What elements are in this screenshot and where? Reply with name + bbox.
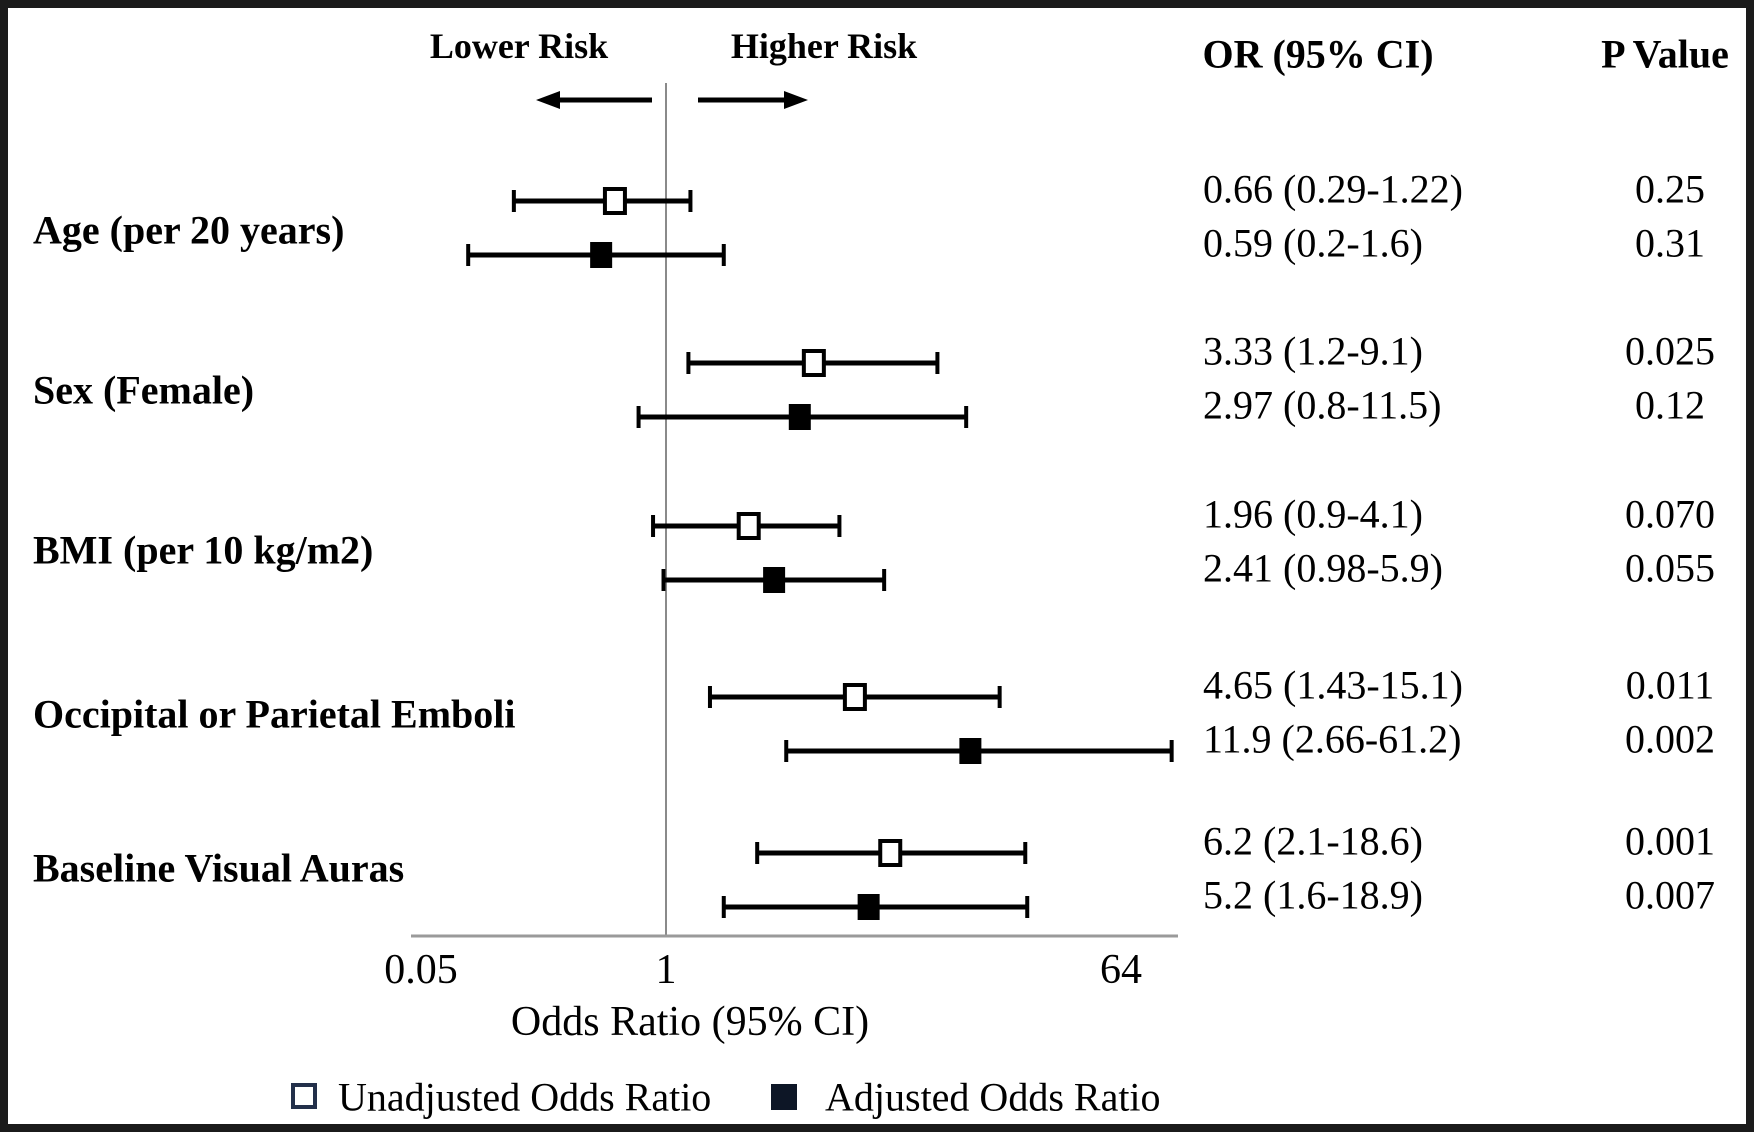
forest-row-unadjusted — [755, 839, 1028, 867]
adjusted-legend-label: Adjusted Odds Ratio — [825, 1074, 1161, 1120]
group-label-bmi: BMI (per 10 kg/m2) — [33, 527, 374, 573]
or-marker-open-square-icon — [736, 512, 761, 540]
forest-row-adjusted — [661, 567, 887, 593]
lower-risk-label: Lower Risk — [429, 26, 609, 66]
or-value: 2.97 (0.8-11.5) — [1203, 382, 1442, 428]
group-label-age: Age (per 20 years) — [33, 207, 345, 253]
or-value: 1.96 (0.9-4.1) — [1203, 491, 1423, 537]
forest-row-unadjusted — [511, 187, 693, 215]
p-value: 0.12 — [1635, 382, 1705, 428]
x-tick-1: 1 — [655, 947, 677, 993]
p-value: 0.002 — [1625, 716, 1715, 762]
forest-row-unadjusted — [651, 512, 842, 540]
p-value: 0.025 — [1625, 328, 1715, 374]
x-tick-64: 64 — [1100, 947, 1142, 993]
adjusted-legend-swatch-icon — [771, 1084, 797, 1110]
group-label-sex: Sex (Female) — [33, 367, 255, 413]
or-value: 0.66 (0.29-1.22) — [1203, 166, 1463, 212]
p-value: 0.055 — [1625, 545, 1715, 591]
or-marker-open-square-icon — [602, 187, 627, 215]
p-value: 0.001 — [1625, 818, 1715, 864]
or-value: 4.65 (1.43-15.1) — [1203, 662, 1463, 708]
or-value: 3.33 (1.2-9.1) — [1203, 328, 1423, 374]
p-value: 0.070 — [1625, 491, 1715, 537]
higher-risk-arrow-icon — [698, 91, 808, 109]
or-marker-filled-square-icon — [959, 738, 982, 764]
or-value: 2.41 (0.98-5.9) — [1203, 545, 1443, 591]
group-label-emboli: Occipital or Parietal Emboli — [33, 691, 516, 737]
or-marker-open-square-icon — [801, 349, 826, 377]
unadjusted-legend-label: Unadjusted Odds Ratio — [338, 1074, 712, 1120]
p-value-column-header: P Value — [1601, 31, 1729, 77]
p-value: 0.25 — [1635, 166, 1705, 212]
forest-row-adjusted — [784, 738, 1174, 764]
forest-plot-canvas — [411, 83, 1178, 938]
lower-risk-arrow-icon — [536, 91, 652, 109]
group-label-auras: Baseline Visual Auras — [33, 845, 405, 891]
or-column-header: OR (95% CI) — [1202, 31, 1434, 77]
forest-row-unadjusted — [707, 683, 1002, 711]
or-marker-open-square-icon — [842, 683, 867, 711]
or-marker-filled-square-icon — [763, 567, 786, 593]
forest-row-unadjusted — [686, 349, 940, 377]
unadjusted-legend-swatch-icon — [291, 1083, 317, 1109]
x-axis-title: Odds Ratio (95% CI) — [510, 999, 870, 1045]
or-marker-filled-square-icon — [857, 894, 880, 920]
higher-risk-label: Higher Risk — [730, 26, 918, 66]
forest-row-adjusted — [636, 404, 969, 430]
forest-row-adjusted — [721, 894, 1030, 920]
p-value: 0.011 — [1625, 662, 1715, 708]
p-value: 0.31 — [1635, 220, 1705, 266]
or-value: 6.2 (2.1-18.6) — [1203, 818, 1423, 864]
or-value: 0.59 (0.2-1.6) — [1203, 220, 1423, 266]
x-tick-0.05: 0.05 — [384, 947, 458, 993]
or-value: 11.9 (2.66-61.2) — [1203, 716, 1462, 762]
or-marker-open-square-icon — [878, 839, 903, 867]
p-value: 0.007 — [1625, 872, 1715, 918]
forest-row-adjusted — [466, 242, 726, 268]
or-value: 5.2 (1.6-18.9) — [1203, 872, 1423, 918]
or-marker-filled-square-icon — [788, 404, 811, 430]
or-marker-filled-square-icon — [590, 242, 613, 268]
